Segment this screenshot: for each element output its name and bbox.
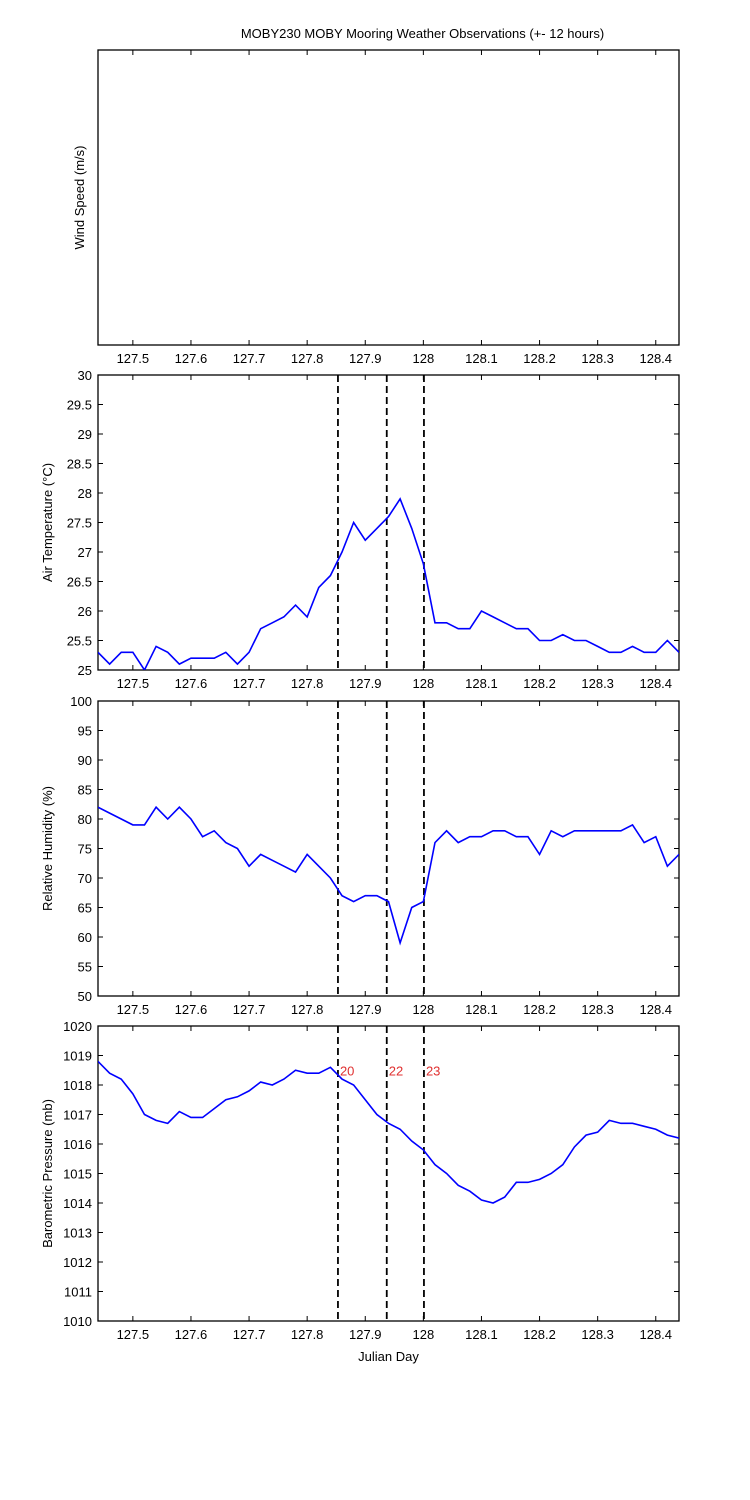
y-tick-label: 25.5: [67, 634, 92, 649]
y-tick-label: 1012: [63, 1255, 92, 1270]
data-line: [98, 1060, 679, 1204]
y-tick-label: 85: [78, 783, 92, 798]
x-tick-label: 127.7: [233, 1327, 266, 1342]
chart-title: MOBY230 MOBY Mooring Weather Observation…: [241, 26, 604, 41]
x-tick-label: 128.1: [465, 1327, 498, 1342]
x-tick-label: 128.4: [639, 351, 672, 366]
y-axis-label: Barometric Pressure (mb): [40, 1099, 55, 1248]
y-tick-label: 1019: [63, 1049, 92, 1064]
axes-box: [97, 374, 680, 671]
x-tick-label: 128.3: [581, 1002, 614, 1017]
annotation: 23: [426, 1063, 440, 1078]
y-tick-label: 27: [78, 545, 92, 560]
y-tick-label: 95: [78, 724, 92, 739]
x-tick-label: 128.2: [523, 676, 556, 691]
x-tick-label: 128: [413, 1002, 435, 1017]
x-tick-label: 127.7: [233, 351, 266, 366]
x-tick-label: 128: [413, 351, 435, 366]
x-tick-label: 127.6: [175, 1327, 208, 1342]
x-tick-label: 128.4: [639, 1002, 672, 1017]
y-tick-label: 1016: [63, 1137, 92, 1152]
x-tick-label: 128.1: [465, 676, 498, 691]
x-tick-label: 128.4: [639, 676, 672, 691]
y-tick-label: 1018: [63, 1078, 92, 1093]
x-tick-label: 127.7: [233, 1002, 266, 1017]
y-tick-label: 25: [78, 663, 92, 678]
x-tick-label: 127.6: [175, 1002, 208, 1017]
annotation: 20: [340, 1063, 354, 1078]
y-tick-label: 29.5: [67, 398, 92, 413]
x-tick-label: 127.5: [117, 351, 150, 366]
x-tick-label: 127.8: [291, 676, 324, 691]
x-tick-label: 127.6: [175, 676, 208, 691]
x-tick-label: 127.8: [291, 1327, 324, 1342]
y-tick-label: 1011: [64, 1285, 92, 1300]
x-axis-label: Julian Day: [358, 1349, 419, 1364]
y-tick-label: 30: [78, 368, 92, 383]
x-tick-label: 127.6: [175, 351, 208, 366]
y-tick-label: 80: [78, 812, 92, 827]
data-line: [98, 497, 679, 670]
x-tick-label: 127.8: [291, 1002, 324, 1017]
x-tick-label: 127.9: [349, 351, 382, 366]
y-tick-label: 1015: [63, 1167, 92, 1182]
x-tick-label: 128: [413, 676, 435, 691]
y-tick-label: 75: [78, 842, 92, 857]
x-tick-label: 128: [413, 1327, 435, 1342]
y-tick-label: 28: [78, 486, 92, 501]
y-tick-label: 55: [78, 960, 92, 975]
y-axis-label: Wind Speed (m/s): [72, 145, 87, 249]
x-tick-label: 127.9: [349, 1002, 382, 1017]
x-tick-label: 127.5: [117, 1327, 150, 1342]
y-tick-label: 26: [78, 604, 92, 619]
y-tick-label: 60: [78, 930, 92, 945]
x-tick-label: 127.7: [233, 676, 266, 691]
x-tick-label: 128.1: [465, 1002, 498, 1017]
x-tick-label: 127.5: [117, 1002, 150, 1017]
x-tick-label: 127.5: [117, 676, 150, 691]
y-tick-label: 90: [78, 753, 92, 768]
y-tick-label: 100: [70, 694, 92, 709]
y-axis-label: Relative Humidity (%): [40, 786, 55, 911]
x-tick-label: 127.9: [349, 1327, 382, 1342]
y-tick-label: 50: [78, 989, 92, 1004]
axes-box: [97, 49, 680, 346]
y-tick-label: 1020: [63, 1019, 92, 1034]
x-tick-label: 128.3: [581, 1327, 614, 1342]
x-tick-label: 128.1: [465, 351, 498, 366]
y-tick-label: 29: [78, 427, 92, 442]
y-axis-label: Air Temperature (°C): [40, 463, 55, 582]
data-line: [98, 805, 679, 946]
annotation: 22: [389, 1063, 403, 1078]
x-tick-label: 128.2: [523, 1002, 556, 1017]
x-tick-label: 127.8: [291, 351, 324, 366]
y-tick-label: 26.5: [67, 575, 92, 590]
y-tick-label: 65: [78, 901, 92, 916]
x-tick-label: 128.2: [523, 1327, 556, 1342]
y-tick-label: 1013: [63, 1226, 92, 1241]
y-tick-label: 1017: [63, 1108, 92, 1123]
x-tick-label: 128.4: [639, 1327, 672, 1342]
x-tick-label: 128.2: [523, 351, 556, 366]
x-tick-label: 128.3: [581, 676, 614, 691]
axes-box: [97, 700, 680, 997]
x-tick-label: 128.3: [581, 351, 614, 366]
y-tick-label: 1014: [63, 1196, 92, 1211]
y-tick-label: 27.5: [67, 516, 92, 531]
x-tick-label: 127.9: [349, 676, 382, 691]
axes-box: [97, 1025, 680, 1322]
y-tick-label: 70: [78, 871, 92, 886]
y-tick-label: 1010: [63, 1314, 92, 1329]
y-tick-label: 28.5: [67, 457, 92, 472]
